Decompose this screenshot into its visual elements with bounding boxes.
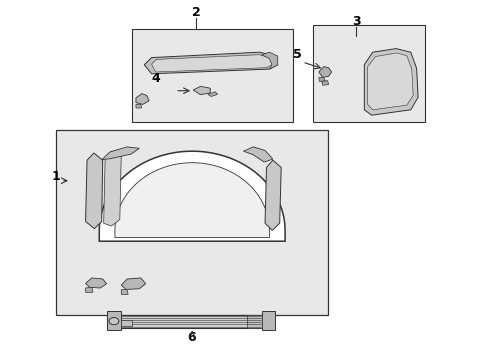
Polygon shape	[136, 94, 149, 104]
Polygon shape	[367, 53, 412, 110]
Polygon shape	[261, 52, 277, 69]
Polygon shape	[121, 278, 145, 289]
Polygon shape	[193, 86, 210, 95]
Polygon shape	[85, 287, 93, 292]
Polygon shape	[321, 81, 328, 85]
Polygon shape	[151, 55, 273, 72]
Polygon shape	[243, 147, 272, 162]
Polygon shape	[121, 320, 132, 326]
Text: 3: 3	[351, 15, 360, 28]
Polygon shape	[246, 315, 261, 328]
Polygon shape	[207, 92, 217, 96]
Polygon shape	[85, 278, 106, 288]
Polygon shape	[261, 311, 274, 330]
Polygon shape	[312, 25, 425, 122]
Polygon shape	[106, 311, 121, 330]
Polygon shape	[318, 77, 325, 81]
Polygon shape	[85, 153, 102, 229]
Polygon shape	[106, 315, 273, 328]
Text: 6: 6	[187, 331, 196, 344]
Polygon shape	[136, 104, 142, 108]
Polygon shape	[121, 289, 128, 294]
Polygon shape	[264, 160, 281, 230]
Polygon shape	[103, 151, 121, 226]
Text: 5: 5	[293, 48, 302, 61]
Polygon shape	[132, 29, 293, 122]
Text: 4: 4	[151, 72, 160, 85]
Circle shape	[109, 318, 119, 325]
Polygon shape	[318, 67, 331, 77]
Text: 1: 1	[51, 170, 60, 183]
Polygon shape	[364, 49, 417, 115]
Text: 2: 2	[192, 6, 201, 19]
Polygon shape	[102, 147, 139, 160]
Polygon shape	[56, 130, 327, 315]
Polygon shape	[99, 151, 285, 241]
Polygon shape	[115, 163, 269, 238]
Polygon shape	[144, 52, 277, 74]
